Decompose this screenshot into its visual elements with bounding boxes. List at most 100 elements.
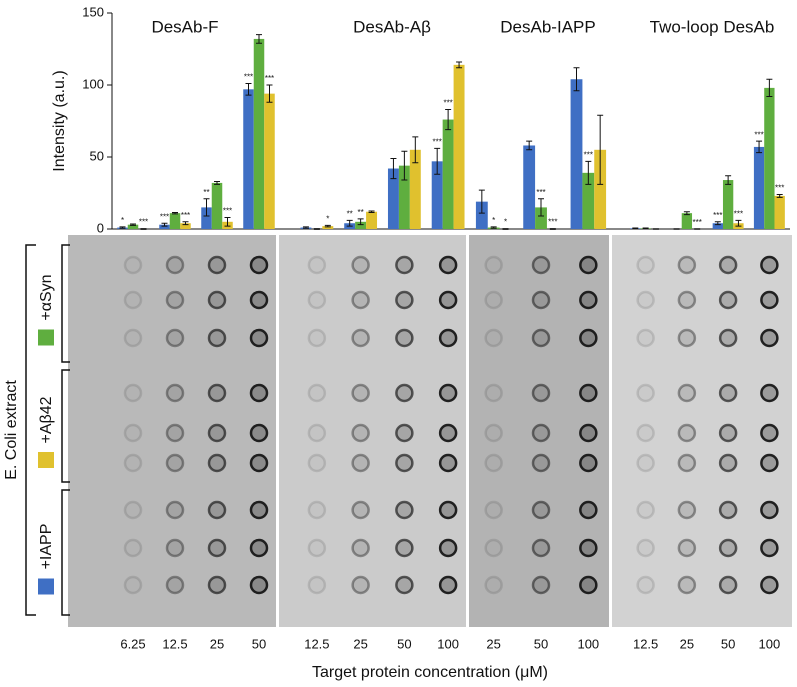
x-tick-label: 100 <box>759 636 781 651</box>
blot-spot <box>249 290 269 310</box>
blot-spot <box>438 423 458 443</box>
blot-spot <box>760 575 779 595</box>
bar <box>387 168 399 229</box>
significance-label: *** <box>536 188 545 197</box>
x-tick-label: 25 <box>210 636 224 651</box>
x-tick-label: 12.5 <box>162 636 187 651</box>
error-bar <box>245 83 252 96</box>
x-tick-label: 25 <box>486 636 500 651</box>
blot-spot <box>484 255 503 275</box>
blot-spot <box>636 290 655 310</box>
legend-swatch <box>38 452 54 468</box>
legend-label: +Aβ42 <box>38 396 55 443</box>
x-tick-label: 50 <box>252 636 266 651</box>
blot-spot <box>718 423 738 443</box>
bar <box>159 224 170 229</box>
blot-spot <box>718 538 738 558</box>
blot-membrane <box>279 235 466 627</box>
blot-spot <box>249 255 269 275</box>
bar <box>681 213 693 229</box>
error-bar <box>714 221 721 226</box>
y-tick-label: 0 <box>97 220 104 235</box>
error-bar <box>776 193 783 198</box>
bar <box>475 201 488 229</box>
blot-spot <box>307 423 327 443</box>
x-tick-label: 25 <box>680 636 694 651</box>
panel-title: DesAb-Aβ <box>353 17 431 36</box>
blot-spot <box>123 423 143 443</box>
blot-spot <box>531 383 551 403</box>
blot-spot <box>395 423 414 443</box>
blot-spot <box>207 423 227 443</box>
blot-spot <box>307 538 327 558</box>
significance-label: *** <box>433 137 442 146</box>
blot-spot <box>579 255 598 275</box>
blot-spot <box>760 453 779 473</box>
blot-spot <box>718 453 738 473</box>
blot-spot <box>484 453 503 473</box>
bar <box>764 87 775 229</box>
error-bar <box>357 218 364 226</box>
blot-spot <box>760 423 779 443</box>
error-bar <box>456 61 463 69</box>
blot-spot <box>351 383 370 403</box>
blot-spot <box>307 290 327 310</box>
blot-spot <box>351 255 370 275</box>
significance-label: *** <box>139 218 148 227</box>
error-bar <box>256 34 262 44</box>
error-bar <box>585 160 592 185</box>
error-bar <box>683 211 690 216</box>
blot-spot <box>249 328 269 348</box>
blot-spot <box>677 290 697 310</box>
blot-spot <box>307 383 327 403</box>
blot-group-label: E. Coli extract <box>3 380 20 480</box>
blot-spot <box>207 538 227 558</box>
error-bar <box>161 222 168 227</box>
blot-spot <box>579 500 598 520</box>
blot-spot <box>165 500 185 520</box>
error-bar <box>346 219 353 227</box>
blot-spot <box>677 538 697 558</box>
blot-spot <box>718 383 738 403</box>
error-bar <box>182 221 189 226</box>
bar <box>409 149 421 229</box>
blot-spot <box>760 290 779 310</box>
error-bar <box>313 228 320 230</box>
error-bar <box>573 67 580 92</box>
bar <box>535 207 547 229</box>
significance-label: * <box>326 215 329 224</box>
blot-spot <box>351 575 370 595</box>
blot-spot <box>165 453 185 473</box>
legend-label: +αSyn <box>38 274 55 320</box>
error-bar <box>490 226 497 229</box>
error-bar <box>130 223 136 226</box>
blot-spot <box>165 383 185 403</box>
bar <box>453 64 465 229</box>
error-bar <box>390 157 397 180</box>
blot-spot <box>484 328 503 348</box>
error-bar <box>766 78 773 98</box>
significance-label: *** <box>181 211 190 220</box>
error-bar <box>324 224 331 228</box>
error-bar <box>673 228 680 230</box>
bar <box>180 223 191 229</box>
blot-spot <box>484 538 503 558</box>
significance-label: *** <box>734 209 743 218</box>
blot-spot <box>636 328 655 348</box>
blot-spot <box>531 328 551 348</box>
bar <box>753 146 765 229</box>
error-bar <box>401 150 408 181</box>
significance-label: *** <box>265 74 274 83</box>
blot-spot <box>395 575 414 595</box>
error-bar <box>652 228 659 230</box>
blot-spot <box>123 383 143 403</box>
error-bar <box>725 175 732 185</box>
panel-title: DesAb-IAPP <box>500 17 595 36</box>
blot-spot <box>351 500 370 520</box>
blot-spot <box>636 423 655 443</box>
blot-membrane <box>469 235 609 627</box>
error-bar <box>538 198 544 217</box>
bar <box>431 161 443 229</box>
x-tick-label: 100 <box>577 636 599 651</box>
x-tick-label: 50 <box>534 636 548 651</box>
